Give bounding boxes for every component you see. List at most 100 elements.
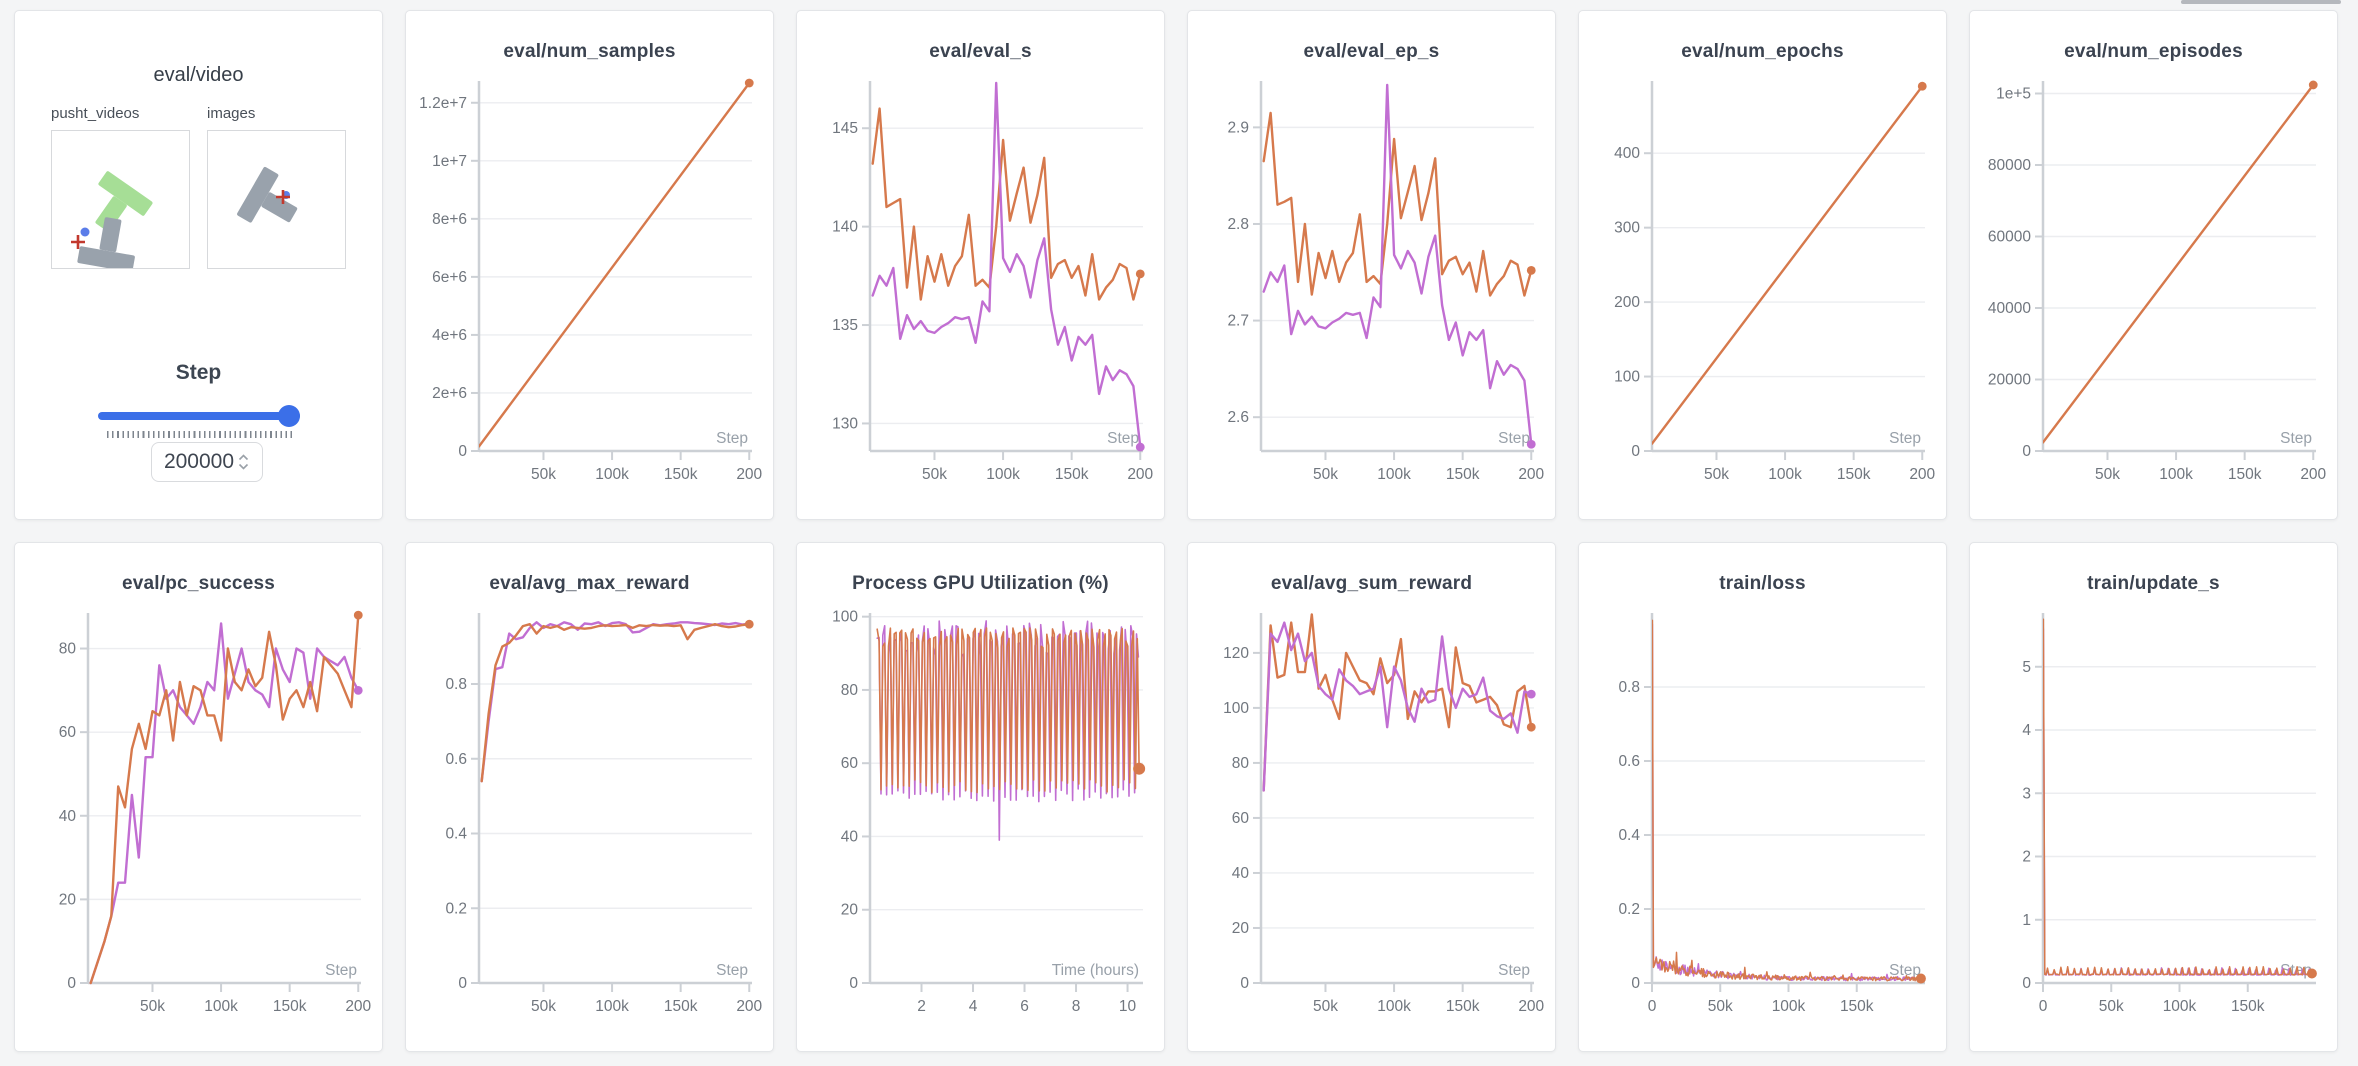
gray-tee-shape — [77, 217, 135, 273]
chart-eval-eval-s[interactable]: 130 135 140 145 50k 100k 150k 200 Step — [808, 73, 1153, 497]
x-axis-label: Step — [325, 962, 357, 979]
step-input[interactable]: 200000 — [150, 442, 263, 482]
slider-tick-ruler — [107, 431, 293, 438]
y-tick-label: 2.7 — [1227, 313, 1249, 330]
target-cross-icon — [276, 190, 290, 204]
y-tick-label: 0.6 — [1618, 753, 1640, 770]
y-tick-label: 20000 — [1988, 372, 2031, 389]
x-tick-label: 100k — [1377, 998, 1411, 1015]
media-item-images: images — [207, 105, 347, 269]
y-tick-label: 0 — [458, 443, 467, 460]
chart-eval-eval-ep-s[interactable]: 2.6 2.7 2.8 2.9 50k 100k 150k 200 Step — [1199, 73, 1544, 497]
series-end-dot — [1135, 269, 1145, 279]
x-tick-label: 2 — [917, 998, 926, 1015]
panel-chart: eval/avg_sum_reward 0 20 40 60 80 100 120 50k 10… — [1187, 542, 1556, 1052]
y-tick-label: 20 — [1232, 920, 1250, 937]
series-end-dot — [1526, 722, 1536, 732]
x-tick-label: 50k — [140, 998, 165, 1015]
y-tick-label: 40000 — [1988, 300, 2031, 317]
green-tee-shape — [95, 171, 153, 232]
images-thumbnail[interactable] — [207, 130, 346, 269]
series-purple — [1262, 621, 1533, 792]
y-tick-label: 0.8 — [1618, 679, 1640, 696]
chart-title: eval/num_epochs — [1681, 41, 1844, 62]
series-orange — [2043, 83, 2315, 444]
panel-chart: Process GPU Utilization (%) 0 20 40 60 80 100… — [796, 542, 1165, 1052]
panel-chart: eval/num_samples 0 2e+6 4e+6 6e+6 8e+6 1e+7 1.… — [405, 10, 774, 520]
chart-eval-pc-success[interactable]: 0 20 40 60 80 50k 100k 150k 200 Step — [26, 605, 371, 1029]
panel-title: eval/video — [153, 64, 244, 86]
chart-title: train/loss — [1719, 573, 1806, 594]
series-end-dot — [1917, 81, 1927, 91]
x-tick-label: 50k — [1313, 466, 1338, 483]
x-tick-label: 150k — [2228, 466, 2262, 483]
stepper-up-icon[interactable] — [238, 454, 249, 461]
panel-chart: eval/eval_ep_s 2.6 2.7 2.8 2.9 50k 100k 150k 20… — [1187, 10, 1556, 520]
y-tick-label: 80 — [1232, 755, 1250, 772]
y-tick-label: 1e+7 — [432, 153, 467, 170]
y-tick-label: 0 — [2022, 975, 2031, 992]
chart-title: train/update_s — [2087, 573, 2220, 594]
series-purple — [89, 622, 360, 985]
chart-eval-num-samples[interactable]: 0 2e+6 4e+6 6e+6 8e+6 1e+7 1.2e+7 50k 100k 150k 20… — [417, 73, 762, 497]
y-tick-label: 0 — [2022, 443, 2031, 460]
series-orange — [1652, 84, 1924, 445]
series-purple — [1262, 83, 1533, 446]
x-tick-label: 50k — [1708, 998, 1733, 1015]
stepper — [238, 454, 249, 470]
y-tick-label: 20 — [59, 891, 77, 908]
series-orange — [479, 81, 751, 448]
y-tick-label: 40 — [1232, 865, 1250, 882]
series-purple — [480, 621, 751, 783]
slider-knob[interactable] — [278, 405, 300, 427]
y-tick-label: 60000 — [1988, 229, 2031, 246]
x-tick-label: 100k — [595, 998, 629, 1015]
y-tick-label: 200 — [1614, 294, 1640, 311]
pusht-video-thumbnail[interactable] — [51, 130, 190, 273]
chart-eval-avg-sum-reward[interactable]: 0 20 40 60 80 100 120 50k 100k 150k 200 Step — [1199, 605, 1544, 1029]
target-cross-icon — [71, 235, 85, 249]
x-axis-label: Step — [1107, 430, 1139, 447]
series-orange — [1262, 613, 1533, 792]
slider-track[interactable] — [98, 412, 300, 420]
series-purple — [1652, 623, 1921, 982]
series-purple — [2043, 628, 2312, 976]
x-tick-label: 150k — [1446, 466, 1480, 483]
y-tick-label: 2e+6 — [432, 385, 467, 402]
chart-train-loss[interactable]: 0 0.2 0.4 0.6 0.8 0 50k 100k 150k Step — [1590, 605, 1935, 1029]
images-frame — [237, 166, 298, 223]
chart-eval-num-episodes[interactable]: 0 20000 40000 60000 80000 1e+5 50k 100k 150k 200 S… — [1981, 73, 2326, 497]
x-tick-label: 4 — [969, 998, 978, 1015]
chart-eval-num-epochs[interactable]: 0 100 200 300 400 50k 100k 150k 200 Step — [1590, 73, 1935, 497]
horizontal-scrollbar-thumb[interactable] — [2181, 0, 2341, 4]
y-tick-label: 2 — [2022, 849, 2031, 866]
step-slider[interactable] — [98, 404, 300, 428]
x-tick-label: 0 — [2039, 998, 2048, 1015]
y-tick-label: 1.2e+7 — [419, 95, 467, 112]
x-tick-label: 50k — [1704, 466, 1729, 483]
x-tick-label: 200 — [1518, 466, 1544, 483]
x-tick-label: 200 — [1518, 998, 1544, 1015]
x-tick-label: 100k — [1768, 466, 1802, 483]
chart-process-gpu-utilization[interactable]: 0 20 40 60 80 100 2 4 6 8 10 Time (hours) — [808, 605, 1153, 1029]
chart-eval-avg-max-reward[interactable]: 0 0.2 0.4 0.6 0.8 50k 100k 150k 200 Step — [417, 605, 762, 1029]
stepper-down-icon[interactable] — [238, 463, 249, 470]
x-tick-label: 6 — [1020, 998, 1029, 1015]
x-axis-label: Step — [1889, 430, 1921, 447]
media-item-pusht-videos: pusht_videos — [51, 105, 191, 273]
series-end-dot — [1526, 439, 1536, 449]
y-tick-label: 0.8 — [445, 676, 467, 693]
panel-eval-video: eval/video pusht_videos — [14, 10, 383, 520]
x-tick-label: 150k — [273, 998, 307, 1015]
series-orange — [1652, 619, 1922, 982]
chart-title: eval/avg_max_reward — [489, 573, 690, 594]
chart-title: eval/eval_s — [929, 41, 1032, 62]
x-tick-label: 200 — [345, 998, 371, 1015]
x-tick-label: 100k — [986, 466, 1020, 483]
series-end-dot — [2306, 968, 2317, 979]
y-tick-label: 60 — [59, 724, 77, 741]
y-tick-label: 145 — [832, 120, 858, 137]
y-tick-label: 0 — [458, 975, 467, 992]
